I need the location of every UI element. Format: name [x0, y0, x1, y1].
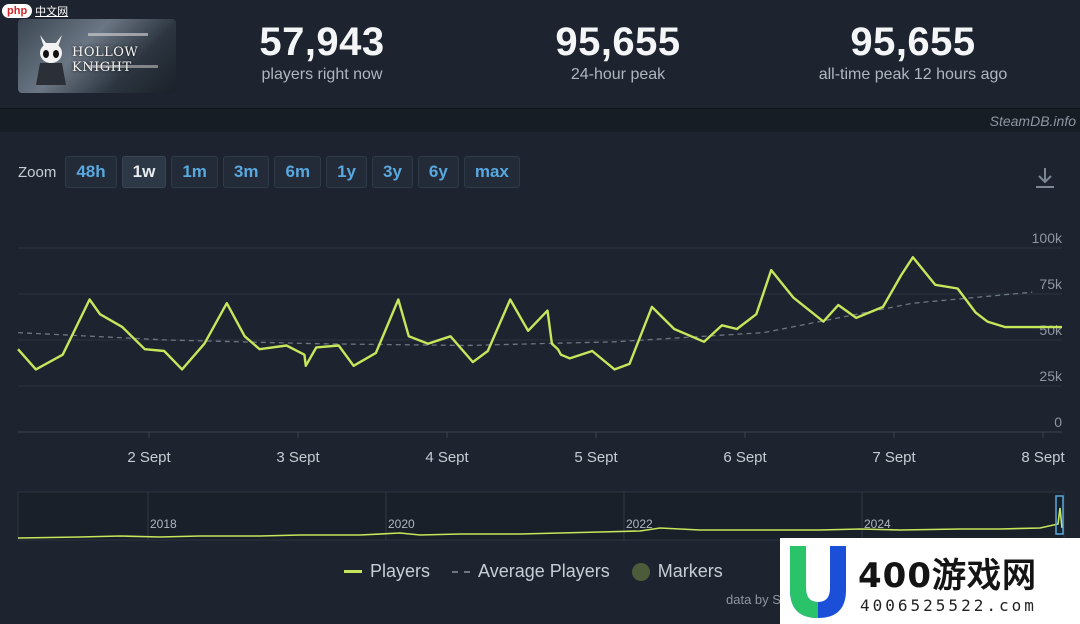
stat-label: 24-hour peak [570, 66, 666, 83]
watermark-bottom: 400游戏网 4006525522.com [780, 538, 1080, 624]
credit-data-by[interactable]: data by S [726, 592, 781, 607]
zoom-button-1w[interactable]: 1w [121, 156, 167, 188]
stat-label: players right now [261, 66, 383, 83]
players-chart[interactable]: 100k 75k 50k 25k 0 2 Sept 3 Sept 4 Sept 5 Sept 6… [0, 200, 1080, 540]
navigator-tick-label: 2020 [388, 517, 415, 531]
zoom-button-1y[interactable]: 1y [326, 156, 367, 188]
legend-swatch-dot [631, 562, 650, 581]
stat-all-time-peak: 95,655 all-time peak 12 hours ago [763, 18, 1063, 84]
legend-item-average-players[interactable]: Average Players [452, 561, 610, 582]
zoom-toolbar: Zoom 48h 1w 1m 3m 6m 1y 3y 6y max [18, 156, 520, 188]
legend-swatch-line [344, 570, 362, 573]
navigator-tick-label: 2018 [150, 517, 177, 531]
legend-swatch-dash [452, 570, 471, 573]
x-tick-label: 2 Sept [127, 449, 171, 466]
series-line-average-players [17, 291, 1033, 347]
watermark-brand: 400游戏网 [858, 556, 1037, 596]
range-navigator[interactable]: 2018 2020 2022 2024 [0, 488, 1080, 544]
download-icon[interactable] [1034, 166, 1056, 190]
legend-label: Players [370, 561, 431, 581]
navigator-handle[interactable] [1055, 495, 1064, 535]
x-tick-label: 3 Sept [276, 449, 320, 466]
y-tick-label: 100k [1032, 230, 1063, 246]
watermark-top: php 中文网 [0, 0, 68, 22]
knight-icon [36, 35, 66, 85]
series-line-players [17, 256, 1062, 371]
zoom-button-6m[interactable]: 6m [274, 156, 322, 188]
x-tick-label: 6 Sept [723, 449, 767, 466]
logo-ornament-bottom [88, 65, 158, 68]
credit-steamdb[interactable]: SteamDB.info [989, 113, 1076, 129]
x-tick-label: 5 Sept [574, 449, 618, 466]
watermark-badge: php [2, 4, 33, 18]
zoom-button-1m[interactable]: 1m [171, 156, 218, 188]
u-logo-icon [790, 546, 846, 618]
zoom-label: Zoom [18, 163, 57, 181]
watermark-phone: 4006525522.com [860, 596, 1037, 615]
navigator-tick-label: 2022 [626, 517, 653, 531]
game-logo-text: HOLLOW KNIGHT [72, 45, 139, 75]
legend-item-players[interactable]: Players [344, 561, 430, 582]
y-tick-label: 25k [1039, 368, 1063, 384]
zoom-button-3y[interactable]: 3y [371, 156, 413, 188]
legend-item-markers[interactable]: Markers [631, 561, 723, 582]
zoom-button-6y[interactable]: 6y [417, 156, 459, 188]
navigator-tick-label: 2024 [864, 517, 891, 531]
game-header-image[interactable]: HOLLOW KNIGHT [18, 19, 176, 93]
stat-value: 57,943 [259, 20, 385, 64]
legend-label: Average Players [478, 561, 610, 581]
y-tick-label: 0 [1054, 414, 1062, 430]
stat-value: 95,655 [850, 20, 976, 64]
stat-label[interactable]: all-time peak 12 hours ago [818, 66, 1008, 83]
stats-header: HOLLOW KNIGHT 57,943 players right now 9… [0, 0, 1080, 109]
zoom-button-max[interactable]: max [463, 156, 520, 188]
x-tick-label: 4 Sept [425, 449, 469, 466]
logo-ornament-top [88, 33, 148, 36]
stat-players-now: 57,943 players right now [172, 18, 472, 84]
stat-value: 95,655 [555, 20, 681, 64]
stat-24h-peak: 95,655 24-hour peak [468, 18, 768, 84]
y-tick-label: 50k [1039, 322, 1063, 338]
x-tick-label: 8 Sept [1021, 449, 1065, 466]
zoom-button-3m[interactable]: 3m [222, 156, 270, 188]
y-tick-label: 75k [1039, 276, 1063, 292]
x-tick-label: 7 Sept [872, 449, 916, 466]
watermark-text: 中文网 [35, 5, 69, 18]
chart-legend: Players Average Players Markers [344, 561, 723, 582]
legend-label: Markers [657, 561, 723, 581]
navigator-series-line [17, 507, 1063, 539]
zoom-button-48h[interactable]: 48h [65, 156, 117, 188]
